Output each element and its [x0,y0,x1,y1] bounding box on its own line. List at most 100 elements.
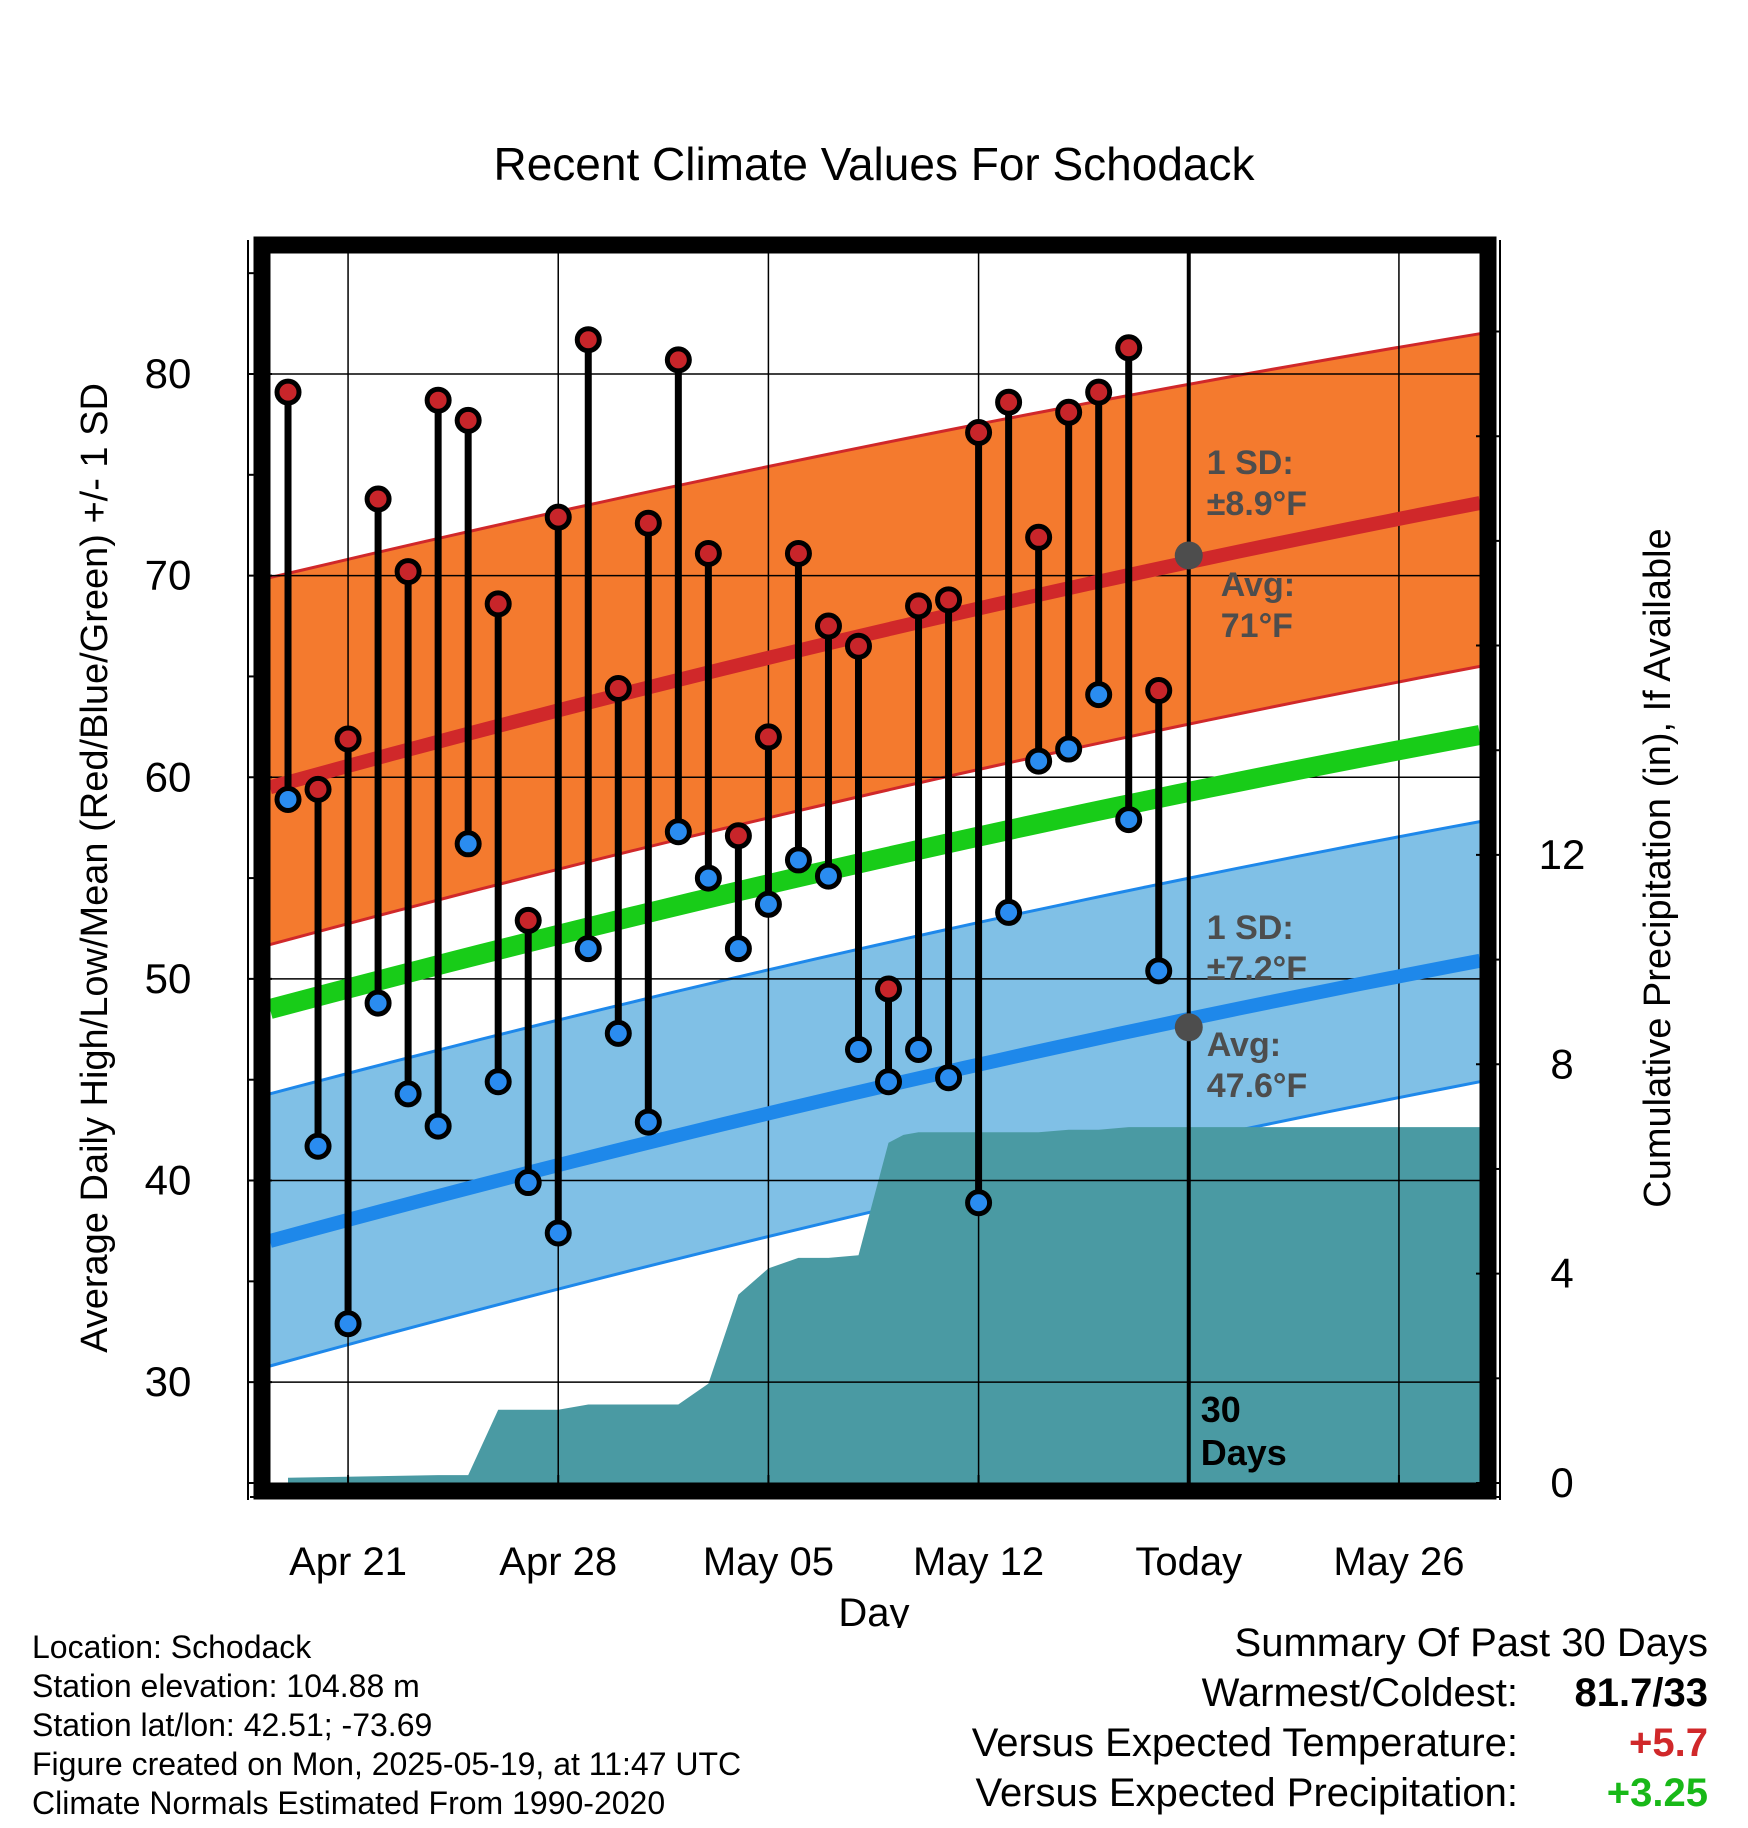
low-point [935,1064,963,1092]
high-point [454,406,482,434]
x-axis-label: Day [838,1591,909,1628]
high-point [965,418,993,446]
plot-frame [253,236,1497,1500]
normals-text: Climate Normals Estimated From 1990-2020 [32,1785,666,1821]
low-point [574,935,602,963]
low-point [364,989,392,1017]
precip-value: +3.25 [1606,1771,1708,1815]
low-point [814,862,842,890]
high-point [694,539,722,567]
left-tick-label: 60 [145,753,192,800]
left-tick-label: 80 [145,350,192,397]
created-text: Figure created on Mon, 2025-05-19, at 11… [32,1746,742,1782]
high-point [634,509,662,537]
summary-panel: Summary Of Past 30 Days Warmest/Coldest:… [972,1618,1708,1818]
normal-high-line [268,496,1482,795]
bottom-tick-label: Today [1135,1540,1242,1584]
low-point [334,1310,362,1338]
left-tick-label: 30 [145,1358,192,1405]
right-tick-label: 0 [1550,1459,1573,1506]
high-point [995,388,1023,416]
high-point [544,503,572,531]
low-point [1055,735,1083,763]
high-point [274,378,302,406]
warmest-label: Warmest/Coldest: [1201,1671,1518,1715]
summary-warmest-row: Warmest/Coldest: 81.7/33 [972,1668,1708,1718]
low-point [694,864,722,892]
low-point [1085,681,1113,709]
high-band-upper-edge [269,332,1481,580]
low-point [394,1080,422,1108]
high-point [935,586,963,614]
high-point [484,590,512,618]
normal-low-line [268,953,1482,1248]
low-point [844,1035,872,1063]
low-band-upper-edge [269,820,1481,1096]
high-point [1025,523,1053,551]
temp-value: +5.7 [1629,1721,1708,1765]
left-tick-label: 40 [145,1157,192,1204]
precipitation-area [288,1127,1480,1483]
low-point [995,898,1023,926]
low-avg-marker [1174,1013,1203,1042]
summary-title: Summary Of Past 30 Days [1234,1621,1708,1665]
low-point [484,1068,512,1096]
y2-axis-label: Cumulative Precipitation (in), If Availa… [1637,528,1679,1207]
high-point [1115,334,1143,362]
low-point [1025,747,1053,775]
summary-precip-row: Versus Expected Precipitation: +3.25 [972,1768,1708,1818]
right-tick-label: 12 [1539,831,1586,878]
daily-range-stems [284,339,1163,1324]
temp-label: Versus Expected Temperature: [971,1721,1518,1765]
bottom-tick-label: Apr 21 [289,1540,407,1584]
low-point [724,935,752,963]
elevation-text: Station elevation: 104.88 m [32,1668,420,1704]
left-tick-label: 70 [145,552,192,599]
low-point [784,846,812,874]
daily-points [274,326,1173,1338]
low-point [1145,957,1173,985]
low-point [754,890,782,918]
left-tick-label: 50 [145,955,192,1002]
bottom-tick-label: Apr 28 [499,1540,617,1584]
high-point [1145,677,1173,705]
low-avg-value: 47.6°F [1207,1067,1308,1105]
station-info: Location: Schodack Station elevation: 10… [32,1628,741,1823]
high-point [394,558,422,586]
plot-frame-rect [253,236,1497,1500]
low-point [604,1019,632,1047]
high-point [754,723,782,751]
high-point [334,725,362,753]
days-label-word: Days [1201,1432,1287,1473]
high-point [844,632,872,660]
high-point [364,485,392,513]
low-point [634,1108,662,1136]
low-point [544,1219,572,1247]
warmest-value: 81.7/33 [1574,1671,1708,1715]
low-point [905,1035,933,1063]
high-point [514,906,542,934]
low-point [514,1169,542,1197]
chart-title: Recent Climate Values For Schodack [493,138,1255,190]
low-point [1115,806,1143,834]
location-text: Location: Schodack [32,1629,312,1665]
low-avg-label: Avg: [1207,1026,1281,1064]
bottom-tick-label: May 12 [913,1540,1044,1584]
low-sd-value: ±7.2°F [1207,950,1307,988]
high-point [304,775,332,803]
high-point [875,975,903,1003]
high-avg-label: Avg: [1221,566,1295,604]
low-sd-label: 1 SD: [1207,909,1294,947]
high-point [1085,378,1113,406]
y-axis-label: Average Daily High/Low/Mean (Red/Blue/Gr… [74,383,116,1353]
low-point [424,1112,452,1140]
high-point [905,592,933,620]
high-sd-value: ±8.9°F [1207,485,1307,523]
low-point [664,818,692,846]
right-tick-label: 8 [1550,1040,1573,1087]
low-point [454,830,482,858]
high-point [574,326,602,354]
